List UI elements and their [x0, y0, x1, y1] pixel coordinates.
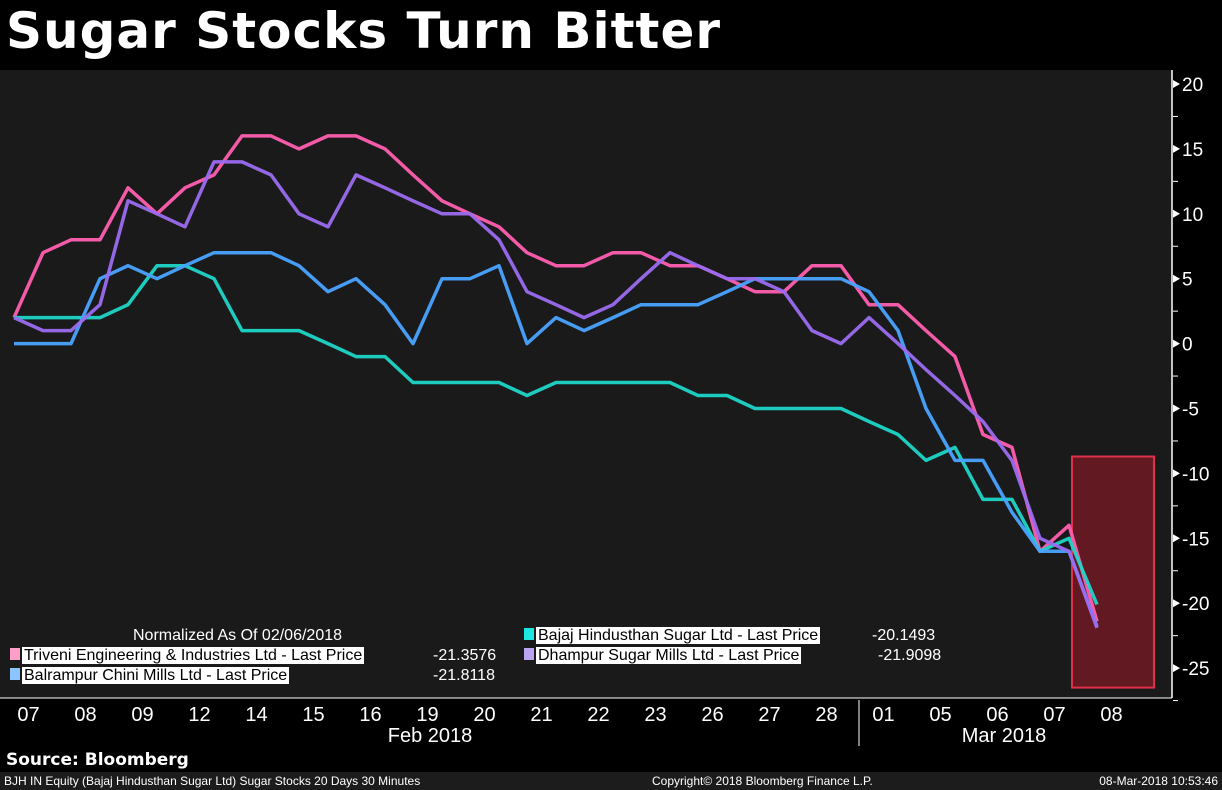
x-tick-label: 09 — [131, 704, 153, 726]
y-tick — [1173, 339, 1180, 348]
y-tick-label: 0 — [1182, 335, 1193, 356]
y-tick-label: -10 — [1182, 464, 1209, 485]
legend-swatch — [10, 668, 20, 680]
x-tick-label: 15 — [302, 704, 324, 726]
footer-bar: BJH IN Equity (Bajaj Hindusthan Sugar Lt… — [0, 772, 1222, 790]
footer-description: BJH IN Equity (Bajaj Hindusthan Sugar Lt… — [4, 774, 421, 788]
y-tick — [1173, 209, 1180, 218]
source-label: Source: Bloomberg — [6, 750, 189, 770]
highlight-box — [1071, 455, 1155, 689]
series-line-3 — [13, 160, 1099, 629]
legend-item-triveni: Triveni Engineering & Industries Ltd - L… — [10, 647, 365, 665]
x-tick-label: 08 — [1100, 704, 1122, 726]
series-line-2 — [14, 250, 1099, 628]
legend-value-balrampur: -21.8118 — [433, 667, 495, 684]
x-tick-label: 19 — [416, 704, 438, 726]
y-tick — [1173, 274, 1180, 283]
x-tick-label: 28 — [815, 704, 837, 726]
legend-swatch — [524, 648, 534, 660]
x-tick-label: 22 — [587, 704, 609, 726]
y-tick — [1173, 534, 1180, 543]
x-tick-label: 16 — [359, 704, 381, 726]
y-tick-label: 5 — [1182, 270, 1193, 291]
y-tick-label: 15 — [1182, 140, 1203, 161]
y-tick-label: -15 — [1182, 529, 1209, 550]
legend-item-balrampur: Balrampur Chini Mills Ltd - Last Price — [10, 667, 290, 685]
y-tick-label: -5 — [1182, 400, 1199, 421]
series-line-1 — [14, 263, 1099, 606]
y-tick — [1173, 469, 1180, 478]
y-tick-label: -25 — [1182, 659, 1209, 680]
x-tick-label: 12 — [188, 704, 210, 726]
x-tick-label: 27 — [758, 704, 780, 726]
legend-item-bajaj: Bajaj Hindusthan Sugar Ltd - Last Price — [524, 627, 821, 645]
x-tick-label: 07 — [17, 704, 39, 726]
x-tick-label: 01 — [872, 704, 894, 726]
x-tick-label: 14 — [245, 704, 267, 726]
footer-copyright: Copyright© 2018 Bloomberg Finance L.P. — [652, 774, 873, 788]
legend-swatch — [10, 648, 20, 660]
x-tick-label: 26 — [701, 704, 723, 726]
y-tick-label: 20 — [1182, 75, 1203, 96]
legend-swatch — [524, 628, 534, 640]
y-tick — [1173, 80, 1180, 88]
y-tick — [1173, 599, 1180, 608]
x-tick-label: 06 — [986, 704, 1008, 726]
y-tick-label: -20 — [1182, 594, 1209, 615]
legend-value-dhampur: -21.9098 — [878, 647, 942, 664]
legend-subtitle: Normalized As Of 02/06/2018 — [133, 627, 343, 644]
y-tick — [1173, 664, 1180, 673]
x-tick-label: 21 — [530, 704, 552, 726]
x-tick-label: 23 — [644, 704, 666, 726]
series-line-0 — [12, 134, 1099, 622]
x-tick-label: 07 — [1043, 704, 1065, 726]
x-tick-label: 08 — [74, 704, 96, 726]
footer-timestamp: 08-Mar-2018 10:53:46 — [1099, 774, 1218, 788]
y-tick — [1173, 144, 1180, 153]
legend-item-dhampur: Dhampur Sugar Mills Ltd - Last Price — [524, 647, 802, 665]
legend-value-triveni: -21.3576 — [433, 647, 497, 664]
x-tick-label: 05 — [929, 704, 951, 726]
chart-title: Sugar Stocks Turn Bitter — [6, 2, 722, 60]
x-tick-label: 20 — [473, 704, 495, 726]
y-tick — [1173, 404, 1180, 413]
x-group-label: Feb 2018 — [388, 725, 473, 747]
legend-value-bajaj: -20.1493 — [872, 627, 936, 644]
x-group-label: Mar 2018 — [962, 725, 1047, 747]
y-tick-label: 10 — [1182, 205, 1203, 226]
